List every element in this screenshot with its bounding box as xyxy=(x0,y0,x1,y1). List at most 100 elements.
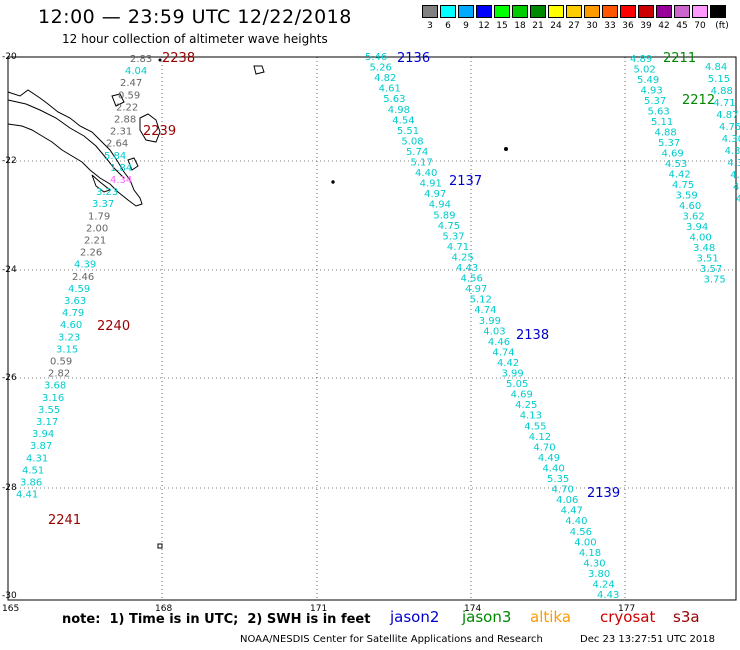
wave-height-value: 4.74 xyxy=(474,305,496,316)
wave-height-value: 4.56 xyxy=(461,274,483,285)
color-bin-label: 12 xyxy=(478,21,490,31)
wave-height-value: 4.40 xyxy=(565,516,587,527)
wave-height-value: 5.46 xyxy=(365,52,387,63)
footnote: note: 1) Time is in UTC; 2) SWH is in fe… xyxy=(62,612,371,627)
wave-height-value: 5.84 xyxy=(104,151,126,162)
wave-height-value: 4.47 xyxy=(561,506,583,517)
wave-height-value: 2.46 xyxy=(72,272,94,283)
wave-height-value: 4.41 xyxy=(16,490,38,501)
wave-height-value: 4.00 xyxy=(574,537,596,548)
wave-height-value: 3.15 xyxy=(56,344,78,355)
color-bin-label: 36 xyxy=(622,21,634,31)
wave-height-value: 4.70 xyxy=(552,485,574,496)
wave-height-value: 4.91 xyxy=(420,179,442,190)
lat-label-24: -24 xyxy=(2,265,17,275)
wave-height-value: 4.43 xyxy=(456,263,478,274)
lon-label-168: 168 xyxy=(155,604,173,614)
pass-time-label: 2238 xyxy=(162,51,195,66)
wave-height-value: 5.26 xyxy=(370,63,392,74)
wave-height-value: 4.60 xyxy=(60,320,82,331)
wave-height-value: 4.04 xyxy=(125,66,147,77)
wave-height-value: 4.12 xyxy=(529,432,551,443)
wave-height-value: 5.89 xyxy=(433,210,455,221)
color-bin-3 xyxy=(422,5,438,18)
wave-height-value: 2.82 xyxy=(48,369,70,380)
color-bin-label: 9 xyxy=(463,21,469,31)
wave-height-value: 2.26 xyxy=(80,248,102,259)
coastline-new-caledonia xyxy=(7,58,508,549)
wave-height-value: 4.5 xyxy=(736,194,740,205)
wave-height-value: 3.99 xyxy=(502,369,524,380)
wave-height-value: 4.69 xyxy=(511,390,533,401)
wave-height-value: 4.87 xyxy=(716,110,738,121)
legend-altika: altika xyxy=(530,608,572,626)
wave-height-value: 4.13 xyxy=(520,411,542,422)
color-bin-label: 30 xyxy=(586,21,598,31)
map-frame xyxy=(7,56,737,601)
wave-height-value: 5.51 xyxy=(397,126,419,137)
lat-label-30: -30 xyxy=(2,591,17,601)
wave-height-value: 4.89 xyxy=(630,54,652,65)
wave-height-value: 4.3 xyxy=(725,146,740,157)
wave-height-value: 3.23 xyxy=(58,332,80,343)
pass-time-label: 2241 xyxy=(48,513,81,528)
wave-height-value: 3.87 xyxy=(30,441,52,452)
wave-height-value: 5.15 xyxy=(708,74,730,85)
legend-jason2: jason2 xyxy=(390,608,440,626)
color-bin-label: 18 xyxy=(514,21,526,31)
wave-height-value: 4.75 xyxy=(672,180,694,191)
wave-height-value: 4.30 xyxy=(583,558,605,569)
wave-height-value: 4.71 xyxy=(713,98,735,109)
wave-height-value: 2.64 xyxy=(106,139,128,150)
color-bin-12 xyxy=(476,5,492,18)
graticule xyxy=(8,57,736,600)
wave-height-value: 2.31 xyxy=(110,127,132,138)
pass-time-label: 2211 xyxy=(663,51,696,66)
legend-cryosat: cryosat xyxy=(600,608,656,626)
wave-height-value: 5.49 xyxy=(637,75,659,86)
pass-time-label: 2139 xyxy=(587,486,620,501)
color-bin-label: 24 xyxy=(550,21,562,31)
wave-height-value: 3.62 xyxy=(683,212,705,223)
pass-time-label: 2138 xyxy=(516,328,549,343)
legend-s3a: s3a xyxy=(673,608,700,626)
wave-height-value: 4.25 xyxy=(451,252,473,263)
wave-height-value: 4.03 xyxy=(483,326,505,337)
wave-height-value: 4.46 xyxy=(488,337,510,348)
lat-label-26: -26 xyxy=(2,373,17,383)
color-bin-36 xyxy=(620,5,636,18)
wave-height-value: 3.23 xyxy=(96,187,118,198)
wave-height-value: 4.69 xyxy=(662,149,684,160)
wave-height-value: 4.70 xyxy=(533,442,555,453)
wave-height-value: 4.30 xyxy=(722,134,740,145)
lon-label-165: 165 xyxy=(2,604,20,614)
wave-height-value: 4.51 xyxy=(22,465,44,476)
wave-height-value: 4.06 xyxy=(556,495,578,506)
wave-height-value: 1.84 xyxy=(110,163,132,174)
wave-height-value: 2.47 xyxy=(120,78,142,89)
color-bin-label: 33 xyxy=(604,21,616,31)
map-subtitle: 12 hour collection of altimeter wave hei… xyxy=(62,32,328,46)
color-bin-label: 3 xyxy=(427,21,433,31)
wave-height-value: 4.40 xyxy=(415,168,437,179)
color-bin-label: 6 xyxy=(445,21,451,31)
wave-height-value: 3.51 xyxy=(697,254,719,265)
lon-label-177: 177 xyxy=(618,604,636,614)
wave-height-value: 5.35 xyxy=(547,474,569,485)
wave-height-value: 4.18 xyxy=(579,548,601,559)
lat-label-28: -28 xyxy=(2,483,17,493)
lat-label-20: -20 xyxy=(2,52,17,62)
wave-height-value: 4.75 xyxy=(719,122,740,133)
wave-height-value: 4.24 xyxy=(593,580,615,591)
wave-height-value: 3.48 xyxy=(693,243,715,254)
wave-height-value: 3.68 xyxy=(44,381,66,392)
wave-height-value: 5.63 xyxy=(648,107,670,118)
wave-height-value: 2.83 xyxy=(130,54,152,65)
wave-height-value: 4.75 xyxy=(438,221,460,232)
color-scale-unit: (ft) xyxy=(715,21,729,31)
color-bin-label: 70 xyxy=(694,21,706,31)
wave-height-value: 4.3 xyxy=(727,158,740,169)
wave-height-value: 4.42 xyxy=(497,358,519,369)
wave-height-value: 2.88 xyxy=(114,115,136,126)
wave-height-value: 5.12 xyxy=(470,295,492,306)
